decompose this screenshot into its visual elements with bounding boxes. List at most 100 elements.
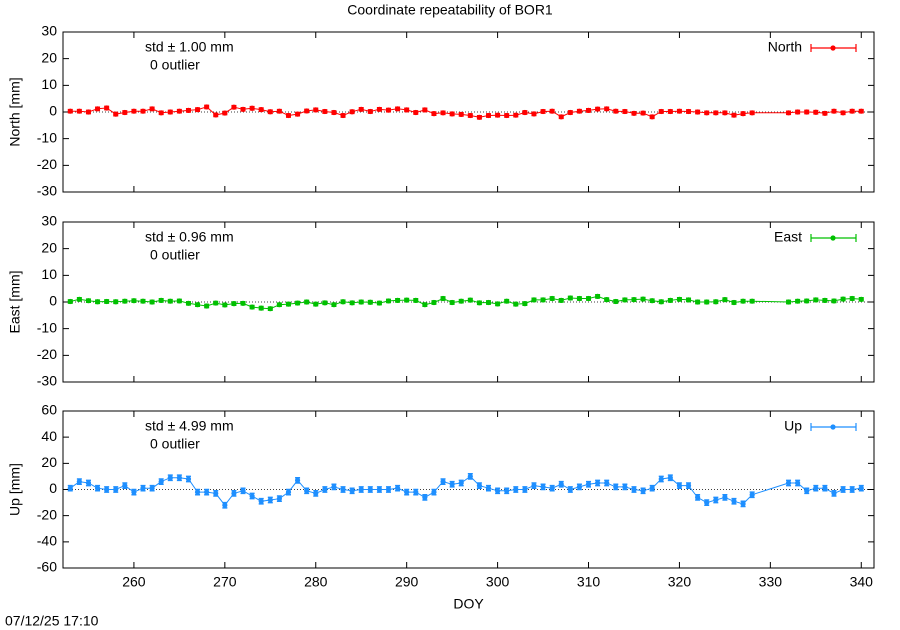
data-point <box>522 109 528 116</box>
data-point <box>467 297 473 303</box>
data-point <box>722 494 728 500</box>
data-point <box>176 475 182 481</box>
data-point <box>640 296 646 302</box>
data-point <box>276 496 282 502</box>
data-point <box>167 298 173 304</box>
data-point <box>304 488 310 494</box>
data-point <box>485 112 492 119</box>
data-point <box>531 297 537 303</box>
data-point <box>813 297 819 303</box>
data-point <box>276 108 282 114</box>
data-point <box>795 480 801 486</box>
data-point <box>349 300 355 306</box>
data-point <box>258 305 264 311</box>
y-tick-label: -20 <box>37 506 57 522</box>
data-point <box>585 481 592 487</box>
legend-label: North <box>768 39 802 55</box>
data-point <box>294 477 301 483</box>
x-tick-label: 330 <box>759 574 783 590</box>
data-point <box>276 302 282 308</box>
data-point <box>522 301 528 307</box>
annotation: std ± 4.99 mm <box>145 418 234 434</box>
y-tick-label: 30 <box>41 23 57 39</box>
data-point <box>640 488 646 494</box>
data-point <box>294 300 301 306</box>
data-point <box>749 492 755 498</box>
data-point <box>113 111 119 117</box>
data-point <box>840 296 846 302</box>
timestamp: 07/12/25 17:10 <box>5 613 99 629</box>
data-point <box>240 106 246 112</box>
data-point <box>113 486 119 493</box>
legend-marker <box>830 424 836 430</box>
data-point <box>104 105 110 111</box>
data-point <box>731 112 737 118</box>
data-point <box>158 479 164 485</box>
data-point <box>231 301 237 307</box>
data-point <box>585 295 592 302</box>
data-point <box>231 104 237 110</box>
data-point <box>695 109 701 115</box>
data-point <box>131 108 137 114</box>
data-point <box>94 106 101 112</box>
data-point <box>649 298 655 304</box>
data-point <box>740 298 746 304</box>
data-point <box>667 475 673 481</box>
data-point <box>231 490 237 497</box>
y-tick-label: 20 <box>41 49 57 65</box>
data-point <box>494 301 501 307</box>
data-point <box>640 110 646 116</box>
data-point <box>467 473 473 480</box>
data-point <box>249 304 255 310</box>
x-tick-label: 260 <box>122 574 146 590</box>
data-point <box>785 299 792 305</box>
data-point <box>676 108 683 114</box>
legend-label: East <box>774 229 802 245</box>
data-point <box>713 497 719 503</box>
data-point <box>449 111 455 117</box>
data-point <box>849 108 855 114</box>
data-point <box>222 110 228 116</box>
data-point <box>795 298 801 304</box>
data-point <box>340 486 346 493</box>
data-point <box>858 485 864 491</box>
data-point <box>140 108 146 114</box>
data-point <box>804 488 810 494</box>
data-point <box>194 489 201 495</box>
data-point <box>131 489 137 495</box>
data-point <box>494 488 501 494</box>
data-point <box>749 110 755 116</box>
data-point <box>704 299 710 305</box>
data-point <box>513 112 519 118</box>
y-axis-label: North [mm] <box>7 77 23 146</box>
x-tick-label: 270 <box>213 574 237 590</box>
data-point <box>367 299 373 305</box>
x-axis-label: DOY <box>453 596 484 612</box>
data-point <box>494 112 501 118</box>
data-point <box>458 298 464 304</box>
data-point <box>604 106 610 112</box>
data-point <box>831 490 837 497</box>
annotation: 0 outlier <box>150 247 200 263</box>
data-point <box>831 298 837 304</box>
data-point <box>67 298 73 305</box>
data-point <box>613 108 619 114</box>
data-point <box>322 108 328 115</box>
data-point <box>849 486 855 493</box>
data-point <box>104 298 110 305</box>
data-point <box>204 489 210 495</box>
data-point <box>285 112 292 119</box>
data-point <box>431 111 437 117</box>
y-tick-label: 0 <box>49 293 57 309</box>
data-point <box>858 296 864 302</box>
data-point <box>822 297 828 303</box>
y-tick-label: 60 <box>41 402 57 418</box>
data-point <box>385 486 392 493</box>
data-point <box>158 297 164 303</box>
data-point <box>713 299 719 305</box>
data-point <box>204 303 210 309</box>
data-point <box>213 490 219 497</box>
data-point <box>249 493 255 499</box>
data-point <box>667 297 673 303</box>
data-point <box>449 481 455 487</box>
